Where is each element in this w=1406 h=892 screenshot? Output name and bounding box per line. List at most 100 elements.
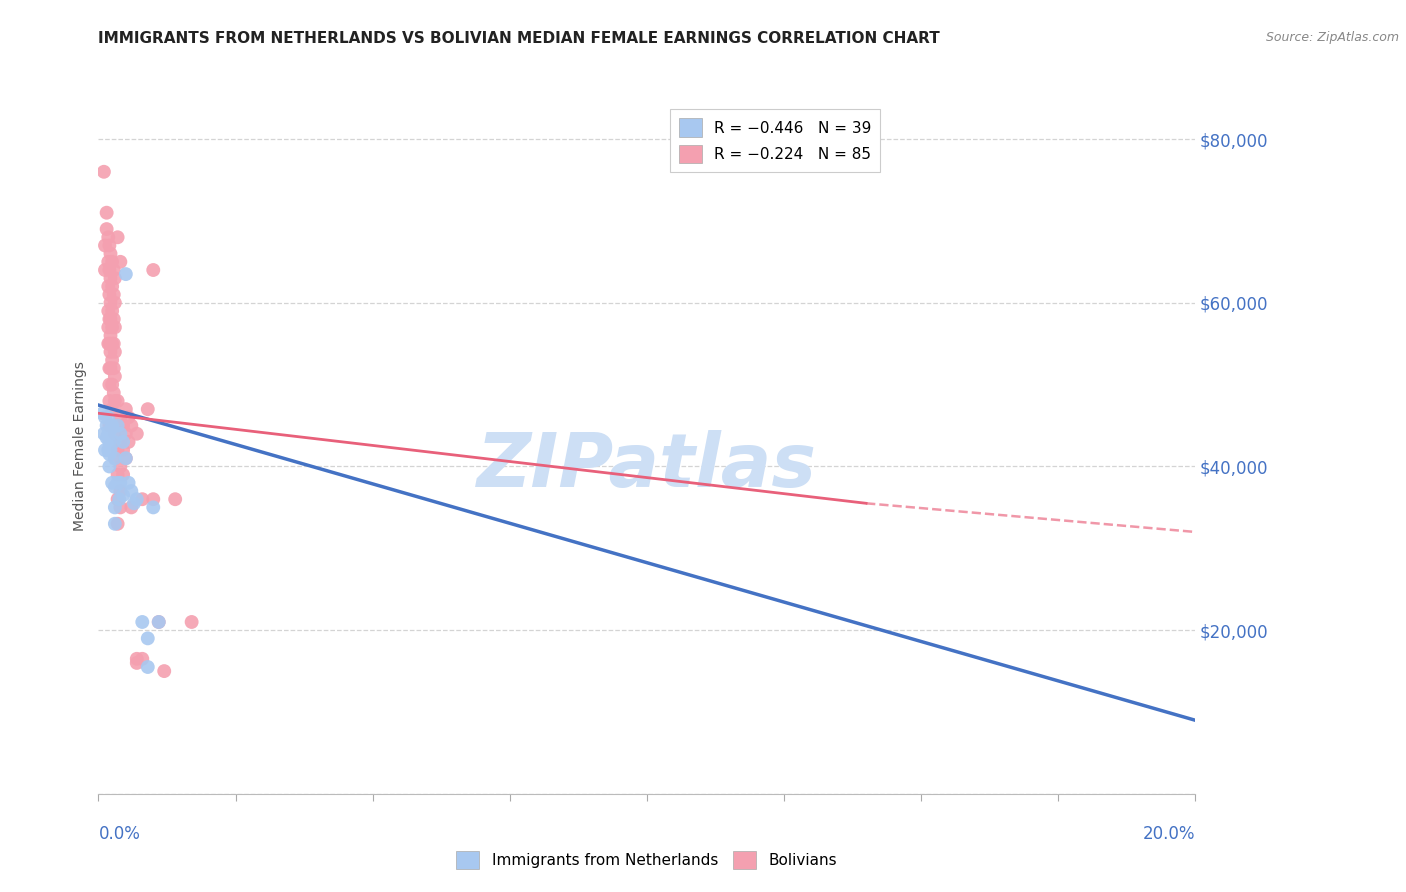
Point xyxy=(120,500,142,515)
Point xyxy=(100,361,122,376)
Point xyxy=(136,402,159,417)
Point xyxy=(97,279,120,293)
Point xyxy=(148,615,170,629)
Point xyxy=(112,488,135,502)
Point xyxy=(104,426,127,441)
Text: IMMIGRANTS FROM NETHERLANDS VS BOLIVIAN MEDIAN FEMALE EARNINGS CORRELATION CHART: IMMIGRANTS FROM NETHERLANDS VS BOLIVIAN … xyxy=(98,31,941,46)
Point xyxy=(104,295,127,310)
Point xyxy=(96,205,118,219)
Point xyxy=(100,246,122,260)
Point xyxy=(112,443,135,458)
Point xyxy=(125,426,148,441)
Point xyxy=(101,377,124,392)
Point xyxy=(115,451,138,466)
Point xyxy=(104,451,127,466)
Point xyxy=(101,475,124,490)
Point xyxy=(108,492,131,507)
Point xyxy=(104,344,127,359)
Point xyxy=(115,402,138,417)
Point xyxy=(110,459,132,474)
Point xyxy=(104,369,127,384)
Point xyxy=(112,418,135,433)
Point xyxy=(101,353,124,368)
Point xyxy=(101,320,124,334)
Point xyxy=(131,615,153,629)
Point xyxy=(94,443,117,458)
Point xyxy=(103,361,125,376)
Point xyxy=(100,328,122,343)
Point xyxy=(101,336,124,351)
Point xyxy=(101,304,124,318)
Point xyxy=(100,271,122,285)
Text: 20.0%: 20.0% xyxy=(1143,825,1195,843)
Point xyxy=(100,344,122,359)
Point xyxy=(110,475,132,490)
Point xyxy=(104,451,127,466)
Point xyxy=(94,410,117,425)
Point xyxy=(98,287,121,301)
Point xyxy=(100,295,122,310)
Point xyxy=(103,263,125,277)
Point xyxy=(103,336,125,351)
Point xyxy=(97,426,120,441)
Point xyxy=(120,418,142,433)
Point xyxy=(98,361,121,376)
Legend: Immigrants from Netherlands, Bolivians: Immigrants from Netherlands, Bolivians xyxy=(450,845,844,875)
Point xyxy=(103,312,125,326)
Point xyxy=(98,447,121,461)
Point xyxy=(117,434,139,449)
Point xyxy=(104,480,127,494)
Point xyxy=(115,451,138,466)
Point xyxy=(97,230,120,244)
Point xyxy=(96,222,118,236)
Legend: R = −0.446   N = 39, R = −0.224   N = 85: R = −0.446 N = 39, R = −0.224 N = 85 xyxy=(669,109,880,172)
Point xyxy=(104,394,127,409)
Point xyxy=(117,475,139,490)
Point xyxy=(97,304,120,318)
Point xyxy=(142,492,165,507)
Point xyxy=(100,443,122,458)
Point xyxy=(103,287,125,301)
Point xyxy=(142,263,165,277)
Point xyxy=(97,336,120,351)
Point xyxy=(107,230,129,244)
Point xyxy=(98,312,121,326)
Point xyxy=(103,434,125,449)
Point xyxy=(100,312,122,326)
Point xyxy=(142,500,165,515)
Point xyxy=(97,255,120,269)
Point xyxy=(125,656,148,670)
Point xyxy=(180,615,202,629)
Point xyxy=(110,483,132,498)
Point xyxy=(103,385,125,400)
Point xyxy=(136,660,159,674)
Point xyxy=(115,267,138,281)
Text: ZIPatlas: ZIPatlas xyxy=(477,430,817,503)
Point xyxy=(107,443,129,458)
Point xyxy=(112,467,135,482)
Point xyxy=(110,500,132,515)
Point xyxy=(110,410,132,425)
Point xyxy=(122,496,145,510)
Point xyxy=(101,255,124,269)
Point xyxy=(98,418,121,433)
Point xyxy=(98,238,121,252)
Point xyxy=(98,377,121,392)
Point xyxy=(148,615,170,629)
Point xyxy=(93,165,115,179)
Point xyxy=(131,652,153,666)
Point xyxy=(97,443,120,458)
Point xyxy=(136,632,159,646)
Point xyxy=(112,434,135,449)
Point xyxy=(97,410,120,425)
Point xyxy=(153,664,176,678)
Point xyxy=(107,492,129,507)
Point xyxy=(107,475,129,490)
Point xyxy=(115,426,138,441)
Point xyxy=(101,418,124,433)
Point xyxy=(104,516,127,531)
Point xyxy=(101,402,124,417)
Point xyxy=(91,406,114,420)
Point xyxy=(165,492,187,507)
Point xyxy=(96,431,118,445)
